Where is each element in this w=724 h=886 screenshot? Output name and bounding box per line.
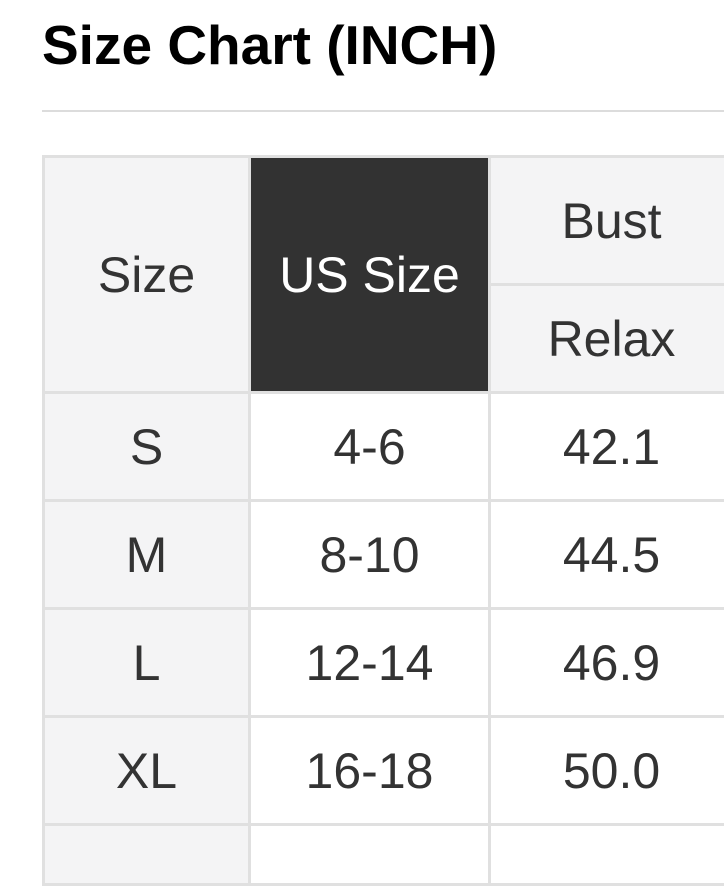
cell-us-size: 12-14 xyxy=(250,609,490,717)
cell-size: XL xyxy=(44,717,250,825)
cell-us-size: 4-6 xyxy=(250,393,490,501)
header-cell-us-size: US Size xyxy=(250,157,490,393)
table-row-m: M 8-10 44.5 xyxy=(44,501,724,609)
size-chart-container: Size US Size Bust Relax S 4-6 42.1 M 8-1… xyxy=(42,155,724,886)
table-row-l: L 12-14 46.9 xyxy=(44,609,724,717)
cell-bust-relax: 44.5 xyxy=(490,501,724,609)
title-divider xyxy=(42,110,724,112)
cell-bust-relax: 42.1 xyxy=(490,393,724,501)
table-row-xl: XL 16-18 50.0 xyxy=(44,717,724,825)
table-row-partial xyxy=(44,825,724,885)
cell-bust-relax xyxy=(490,825,724,885)
cell-bust-relax: 50.0 xyxy=(490,717,724,825)
table-row-s: S 4-6 42.1 xyxy=(44,393,724,501)
cell-bust-relax: 46.9 xyxy=(490,609,724,717)
cell-size: L xyxy=(44,609,250,717)
cell-size: S xyxy=(44,393,250,501)
header-cell-bust: Bust xyxy=(490,157,724,285)
header-cell-relax: Relax xyxy=(490,285,724,393)
page-title: Size Chart (INCH) xyxy=(42,12,497,78)
cell-size xyxy=(44,825,250,885)
header-row-top: Size US Size Bust xyxy=(44,157,724,285)
header-cell-size: Size xyxy=(44,157,250,393)
cell-size: M xyxy=(44,501,250,609)
size-chart-table: Size US Size Bust Relax S 4-6 42.1 M 8-1… xyxy=(42,155,724,886)
cell-us-size: 16-18 xyxy=(250,717,490,825)
cell-us-size xyxy=(250,825,490,885)
cell-us-size: 8-10 xyxy=(250,501,490,609)
